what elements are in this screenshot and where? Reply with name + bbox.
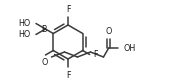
Text: OH: OH	[123, 44, 136, 53]
Text: F: F	[66, 70, 70, 80]
Text: O: O	[105, 27, 112, 36]
Text: O: O	[41, 58, 48, 67]
Text: HO: HO	[19, 19, 31, 28]
Text: F: F	[66, 4, 70, 14]
Text: F: F	[94, 50, 98, 59]
Text: B: B	[42, 24, 47, 34]
Text: HO: HO	[19, 30, 31, 39]
